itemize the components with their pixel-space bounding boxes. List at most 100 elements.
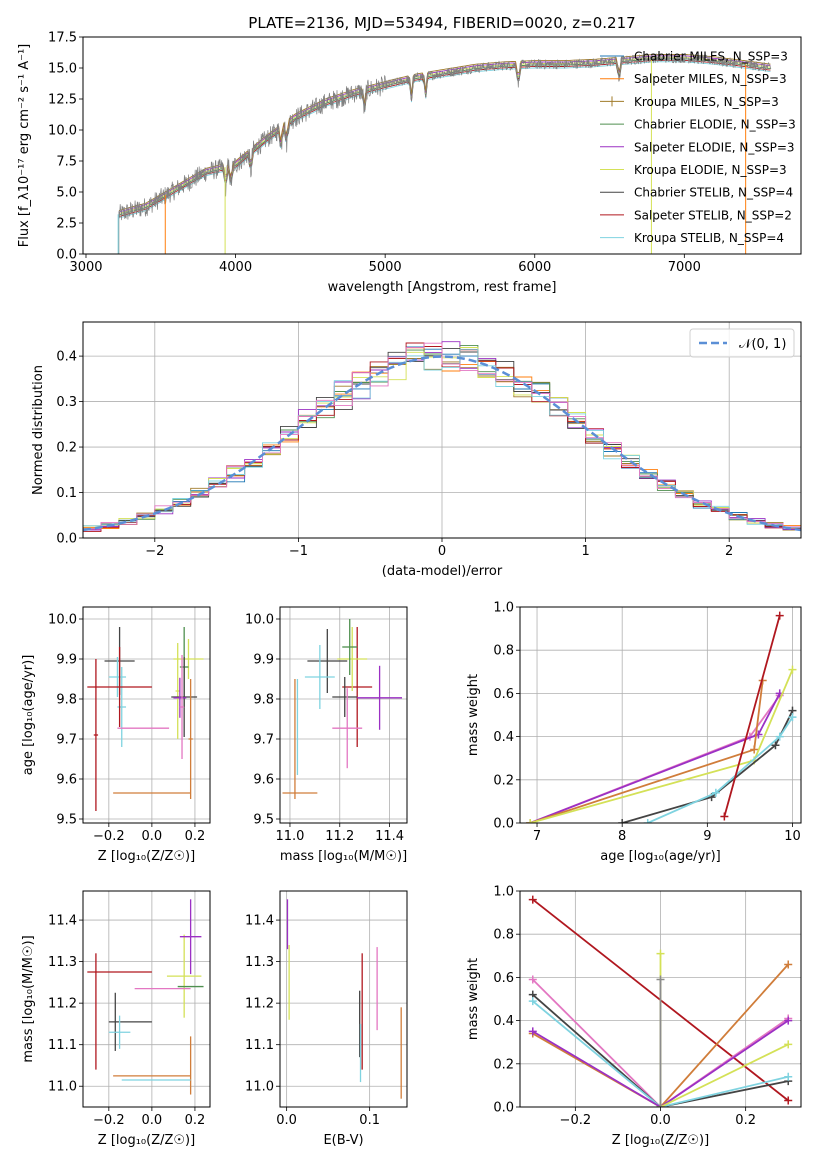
legend-label: Chabrier MILES, N_SSP=3 <box>634 50 788 64</box>
y-tick-label: 0.2 <box>493 1057 514 1072</box>
plot-massweight-vs-Z: −0.2 0.0 0.2 0.0 0.2 0.4 0.6 0.8 1.0 Z [log₁₀(Z/Z… <box>466 885 802 1148</box>
y-tick-label: 11.1 <box>48 1038 77 1053</box>
legend-label: Chabrier ELODIE, N_SSP=3 <box>634 118 796 132</box>
legend-label: Salpeter MILES, N_SSP=3 <box>634 72 787 86</box>
x-axis-label: mass [log₁₀(M/M☉)] <box>280 849 407 864</box>
y-tick-label: 9.8 <box>253 693 274 708</box>
x-tick-label: 0.2 <box>735 1113 756 1128</box>
errorbar-point <box>173 639 204 679</box>
weight-line <box>532 978 789 1107</box>
y-tick-label: 9.7 <box>56 733 77 748</box>
y-tick-label: 0.6 <box>493 971 514 986</box>
axes-frame <box>519 890 802 1108</box>
errorbar-point <box>166 934 202 1018</box>
y-tick-label: 10.0 <box>48 124 77 139</box>
weight-line <box>529 692 781 823</box>
y-axis-label: mass weight <box>466 958 481 1040</box>
y-tick-label: 10.0 <box>48 613 77 628</box>
errorbar-point <box>117 667 127 747</box>
y-axis-label: Flux [f_λ10⁻¹⁷ erg cm⁻² s⁻¹ A⁻¹] <box>17 44 32 248</box>
y-tick-label: 0.2 <box>56 441 77 456</box>
weight-marker <box>528 975 537 984</box>
model-spectrum <box>118 53 771 212</box>
x-tick-label: 0.2 <box>185 1113 206 1128</box>
y-tick-label: 0.0 <box>493 817 514 832</box>
y-tick-label: 0.2 <box>493 773 514 788</box>
x-axis-label: Z [log₁₀(Z/Z☉)] <box>98 849 195 864</box>
y-tick-label: 11.4 <box>48 914 77 929</box>
legend-entry: Kroupa ELODIE, N_SSP=3 <box>600 163 787 177</box>
y-tick-label: 9.5 <box>253 813 274 828</box>
axes-frame <box>82 36 802 255</box>
y-tick-label: 0.0 <box>493 1101 514 1116</box>
x-tick-label: 5000 <box>369 260 402 275</box>
x-tick-label: 0.2 <box>185 829 206 844</box>
axes-frame <box>279 606 408 824</box>
weight-line <box>532 963 789 1107</box>
y-tick-label: 12.5 <box>48 93 77 108</box>
plot-spectrum: 3000 4000 5000 6000 7000 0.0 2.5 5.0 7.5 10.0 12.5… <box>17 14 802 295</box>
weight-marker <box>784 1040 793 1049</box>
legend: 𝒩(0, 1) <box>689 328 795 358</box>
x-tick-label: 0.0 <box>142 1113 163 1128</box>
legend-label: Kroupa ELODIE, N_SSP=3 <box>634 163 787 177</box>
x-tick-label: 6000 <box>518 260 551 275</box>
y-tick-label: 11.3 <box>245 955 274 970</box>
y-tick-label: 5.0 <box>56 186 77 201</box>
legend-label: Kroupa STELIB, N_SSP=4 <box>634 231 784 245</box>
plot-area <box>528 895 793 1107</box>
errorbar-point <box>87 647 152 727</box>
errorbar-point <box>337 627 368 691</box>
weight-marker <box>526 819 535 823</box>
x-tick-label: 0.0 <box>142 829 163 844</box>
plot-mass-vs-Z: −0.2 0.0 0.2 11.0 11.1 11.2 11.3 11.4 Z [log₁₀(Z… <box>21 890 211 1148</box>
weight-marker <box>750 745 759 754</box>
y-tick-label: 2.5 <box>56 217 77 232</box>
weight-marker <box>711 788 720 797</box>
errorbar-point <box>188 679 193 799</box>
x-axis-label: Z [log₁₀(Z/Z☉)] <box>612 1133 709 1148</box>
y-tick-label: 9.8 <box>56 693 77 708</box>
x-tick-label: 11.2 <box>325 829 354 844</box>
axes-frame <box>82 321 802 539</box>
y-tick-label: 11.3 <box>48 955 77 970</box>
weight-line <box>529 669 794 823</box>
x-tick-label: −2 <box>145 544 164 559</box>
errorbar-point <box>173 677 187 718</box>
x-tick-label: 0.0 <box>276 1113 297 1128</box>
histogram-series <box>83 342 801 538</box>
weight-marker <box>784 960 793 969</box>
x-tick-label: 10 <box>784 829 801 844</box>
weight-marker <box>528 895 537 904</box>
x-tick-label: 1 <box>581 544 589 559</box>
y-tick-label: 11.1 <box>245 1038 274 1053</box>
x-tick-label: −0.2 <box>93 829 125 844</box>
legend-entry: Salpeter STELIB, N_SSP=2 <box>600 208 792 222</box>
y-tick-label: 1.0 <box>493 885 514 900</box>
plot-mass-vs-ebv: 0.0 0.1 11.0 11.1 11.2 11.3 11.4 E(B-V) <box>245 890 408 1148</box>
errorbar-point <box>304 645 335 709</box>
weight-marker <box>643 819 652 823</box>
y-tick-label: 0.4 <box>493 1014 514 1029</box>
y-tick-label: 9.9 <box>56 653 77 668</box>
y-tick-label: 0.8 <box>493 928 514 943</box>
x-tick-label: 7000 <box>668 260 701 275</box>
plot-area <box>87 627 204 811</box>
plot-area <box>83 341 801 538</box>
x-axis-label: wavelength [Angstrom, rest frame] <box>328 280 557 295</box>
y-tick-label: 11.2 <box>245 997 274 1012</box>
weight-marker <box>528 997 537 1006</box>
errorbar-point <box>332 677 358 717</box>
y-tick-label: 0.1 <box>56 486 77 501</box>
x-tick-label: 0.0 <box>650 1113 671 1128</box>
errorbar-point <box>175 643 180 739</box>
y-tick-label: 11.0 <box>48 1080 77 1095</box>
x-axis-label: age [log₁₀(age/yr)] <box>600 849 721 864</box>
errorbar-point <box>93 659 99 811</box>
plot-area <box>282 619 403 799</box>
data-spectrum <box>118 52 772 254</box>
legend-entry: Chabrier ELODIE, N_SSP=3 <box>600 118 796 132</box>
x-tick-label: −0.2 <box>93 1113 125 1128</box>
errorbar-point <box>332 688 363 769</box>
weight-line <box>532 1019 789 1107</box>
